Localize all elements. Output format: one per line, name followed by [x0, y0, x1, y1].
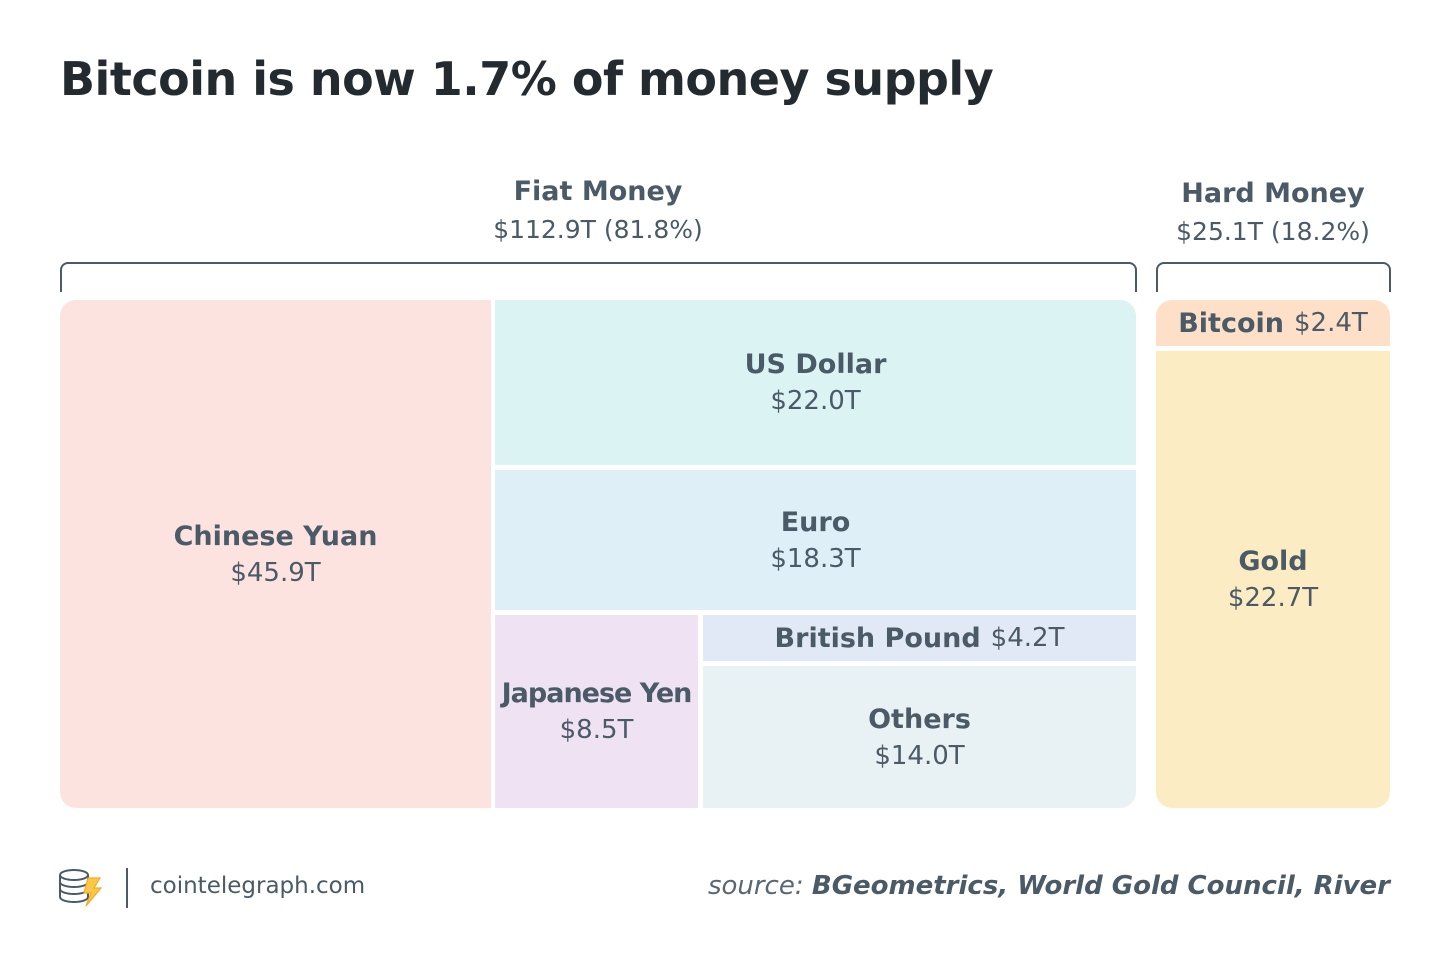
- group-name: Fiat Money: [513, 176, 683, 207]
- cell-label: Gold: [1238, 546, 1308, 577]
- cell-value: $18.3T: [770, 543, 861, 574]
- cell-label: Euro: [780, 506, 851, 538]
- cell-value: $22.0T: [770, 386, 861, 416]
- cell-value: $2.4T: [1294, 308, 1368, 338]
- group-header-fiat-money: Fiat Money $112.9T (81.8%): [60, 176, 1136, 244]
- cell-value: $22.7T: [1227, 583, 1319, 613]
- cell-value: $8.5T: [559, 715, 634, 745]
- treemap-cell-us-dollar: US Dollar $22.0T: [495, 300, 1136, 465]
- treemap-cell-euro: Euro $18.3T: [495, 470, 1136, 610]
- chart-title: Bitcoin is now 1.7% of money supply: [60, 52, 994, 106]
- treemap-cell-japanese-yen: Japanese Yen $8.5T: [495, 615, 698, 808]
- cell-value: $14.0T: [874, 740, 965, 771]
- hard-money-bracket: [1156, 262, 1391, 292]
- cell-label: Bitcoin: [1178, 307, 1284, 339]
- group-name: Hard Money: [1181, 178, 1365, 209]
- cell-label: British Pound: [774, 622, 981, 654]
- cointelegraph-logo-icon: [58, 866, 104, 912]
- cell-label: Japanese Yen: [501, 678, 693, 709]
- footer-site-link[interactable]: cointelegraph.com: [150, 873, 366, 899]
- footer-divider: [126, 868, 128, 908]
- fiat-money-bracket: [60, 262, 1137, 292]
- treemap-cell-chinese-yuan: Chinese Yuan $45.9T: [60, 300, 491, 808]
- source-text: BGeometrics, World Gold Council, River: [811, 871, 1390, 901]
- treemap-cell-gold: Gold $22.7T: [1156, 351, 1390, 808]
- treemap-cell-bitcoin: Bitcoin $2.4T: [1156, 300, 1390, 346]
- cell-value: $45.9T: [230, 557, 321, 588]
- group-value: $25.1T (18.2%): [1176, 217, 1370, 246]
- source-label: source:: [707, 871, 804, 901]
- group-value: $112.9T (81.8%): [493, 215, 703, 244]
- cell-label: US Dollar: [744, 349, 887, 380]
- cell-label: Others: [868, 703, 971, 735]
- cell-label: Chinese Yuan: [173, 520, 378, 552]
- treemap-cell-others: Others $14.0T: [703, 666, 1136, 808]
- cell-value: $4.2T: [990, 623, 1065, 653]
- group-header-hard-money: Hard Money $25.1T (18.2%): [1156, 178, 1390, 246]
- treemap-cell-british-pound: British Pound $4.2T: [703, 615, 1136, 661]
- source-credit: source: BGeometrics, World Gold Council,…: [708, 871, 1390, 901]
